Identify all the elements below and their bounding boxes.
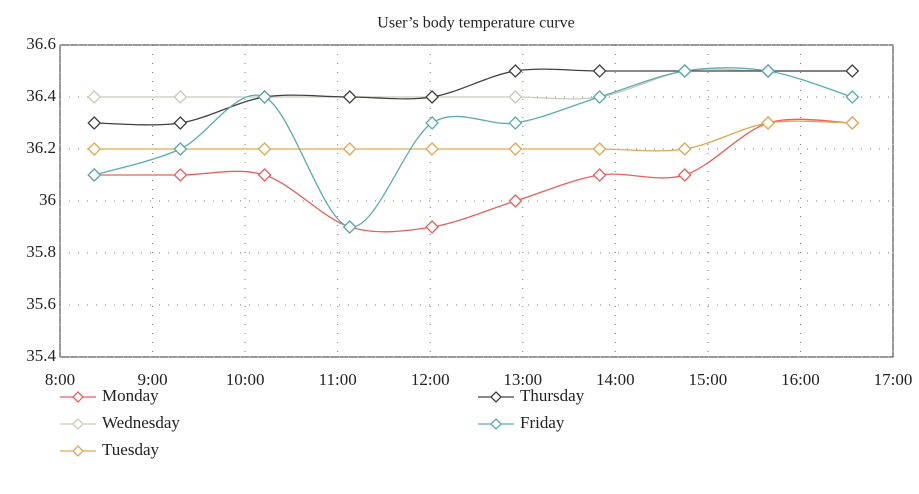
series-line — [94, 120, 853, 152]
y-tick-label: 36 — [39, 190, 56, 209]
x-tick-label: 15:00 — [689, 370, 728, 389]
legend-marker — [72, 391, 84, 403]
y-tick-label: 35.8 — [26, 242, 56, 261]
data-point — [677, 142, 692, 156]
x-tick-label: 16:00 — [781, 370, 820, 389]
data-point — [508, 142, 523, 156]
data-point — [87, 142, 102, 156]
data-point — [677, 168, 692, 182]
chart-title: User’s body temperature curve — [377, 15, 574, 32]
legend-label: Wednesday — [102, 413, 180, 432]
y-tick-label: 36.2 — [26, 138, 56, 157]
y-tick-label: 36.4 — [26, 86, 56, 105]
data-point — [173, 168, 188, 182]
data-point — [508, 64, 523, 78]
data-point — [257, 90, 272, 104]
legend-label: Friday — [520, 413, 565, 432]
data-point — [342, 90, 357, 104]
x-tick-label: 14:00 — [596, 370, 635, 389]
data-point — [173, 116, 188, 130]
y-tick-label: 35.6 — [26, 294, 56, 313]
data-point — [425, 116, 439, 130]
x-tick-label: 11:00 — [319, 370, 357, 389]
series-line — [94, 68, 853, 100]
data-point — [592, 142, 607, 156]
data-point — [845, 90, 860, 104]
data-point — [508, 194, 523, 208]
data-point — [87, 168, 102, 182]
data-point — [342, 220, 357, 234]
data-point — [425, 90, 439, 104]
data-point — [425, 220, 439, 234]
data-point — [87, 90, 102, 104]
y-tick-label: 35.4 — [26, 346, 56, 365]
data-point — [87, 116, 102, 130]
data-point — [761, 116, 775, 130]
x-tick-label: 8:00 — [45, 370, 75, 389]
legend-marker — [490, 418, 502, 430]
data-point — [425, 142, 439, 156]
series-line — [94, 68, 853, 126]
data-point — [173, 142, 188, 156]
data-point — [173, 90, 188, 104]
data-point — [845, 64, 860, 78]
series-line — [94, 67, 853, 228]
data-point — [592, 64, 607, 78]
x-tick-label: 10:00 — [226, 370, 265, 389]
x-tick-label: 12:00 — [411, 370, 450, 389]
legend-marker — [72, 445, 84, 457]
legend-marker — [72, 418, 84, 430]
data-point — [342, 142, 357, 156]
legend-marker — [490, 391, 502, 403]
data-point — [592, 90, 607, 104]
y-tick-label: 36.6 — [26, 34, 56, 53]
series-line — [94, 118, 853, 233]
data-point — [508, 90, 523, 104]
data-point — [592, 168, 607, 182]
data-point — [845, 116, 860, 130]
data-point — [761, 64, 775, 78]
data-point — [677, 64, 692, 78]
legend-label: Tuesday — [102, 440, 159, 459]
plot-frame — [59, 44, 894, 358]
data-point — [508, 116, 523, 130]
x-tick-label: 13:00 — [503, 370, 542, 389]
legend-label: Thursday — [520, 386, 585, 405]
data-point — [257, 142, 272, 156]
data-point — [257, 168, 272, 182]
x-tick-label: 9:00 — [137, 370, 167, 389]
legend-label: Monday — [102, 386, 159, 405]
x-tick-label: 17:00 — [874, 370, 913, 389]
